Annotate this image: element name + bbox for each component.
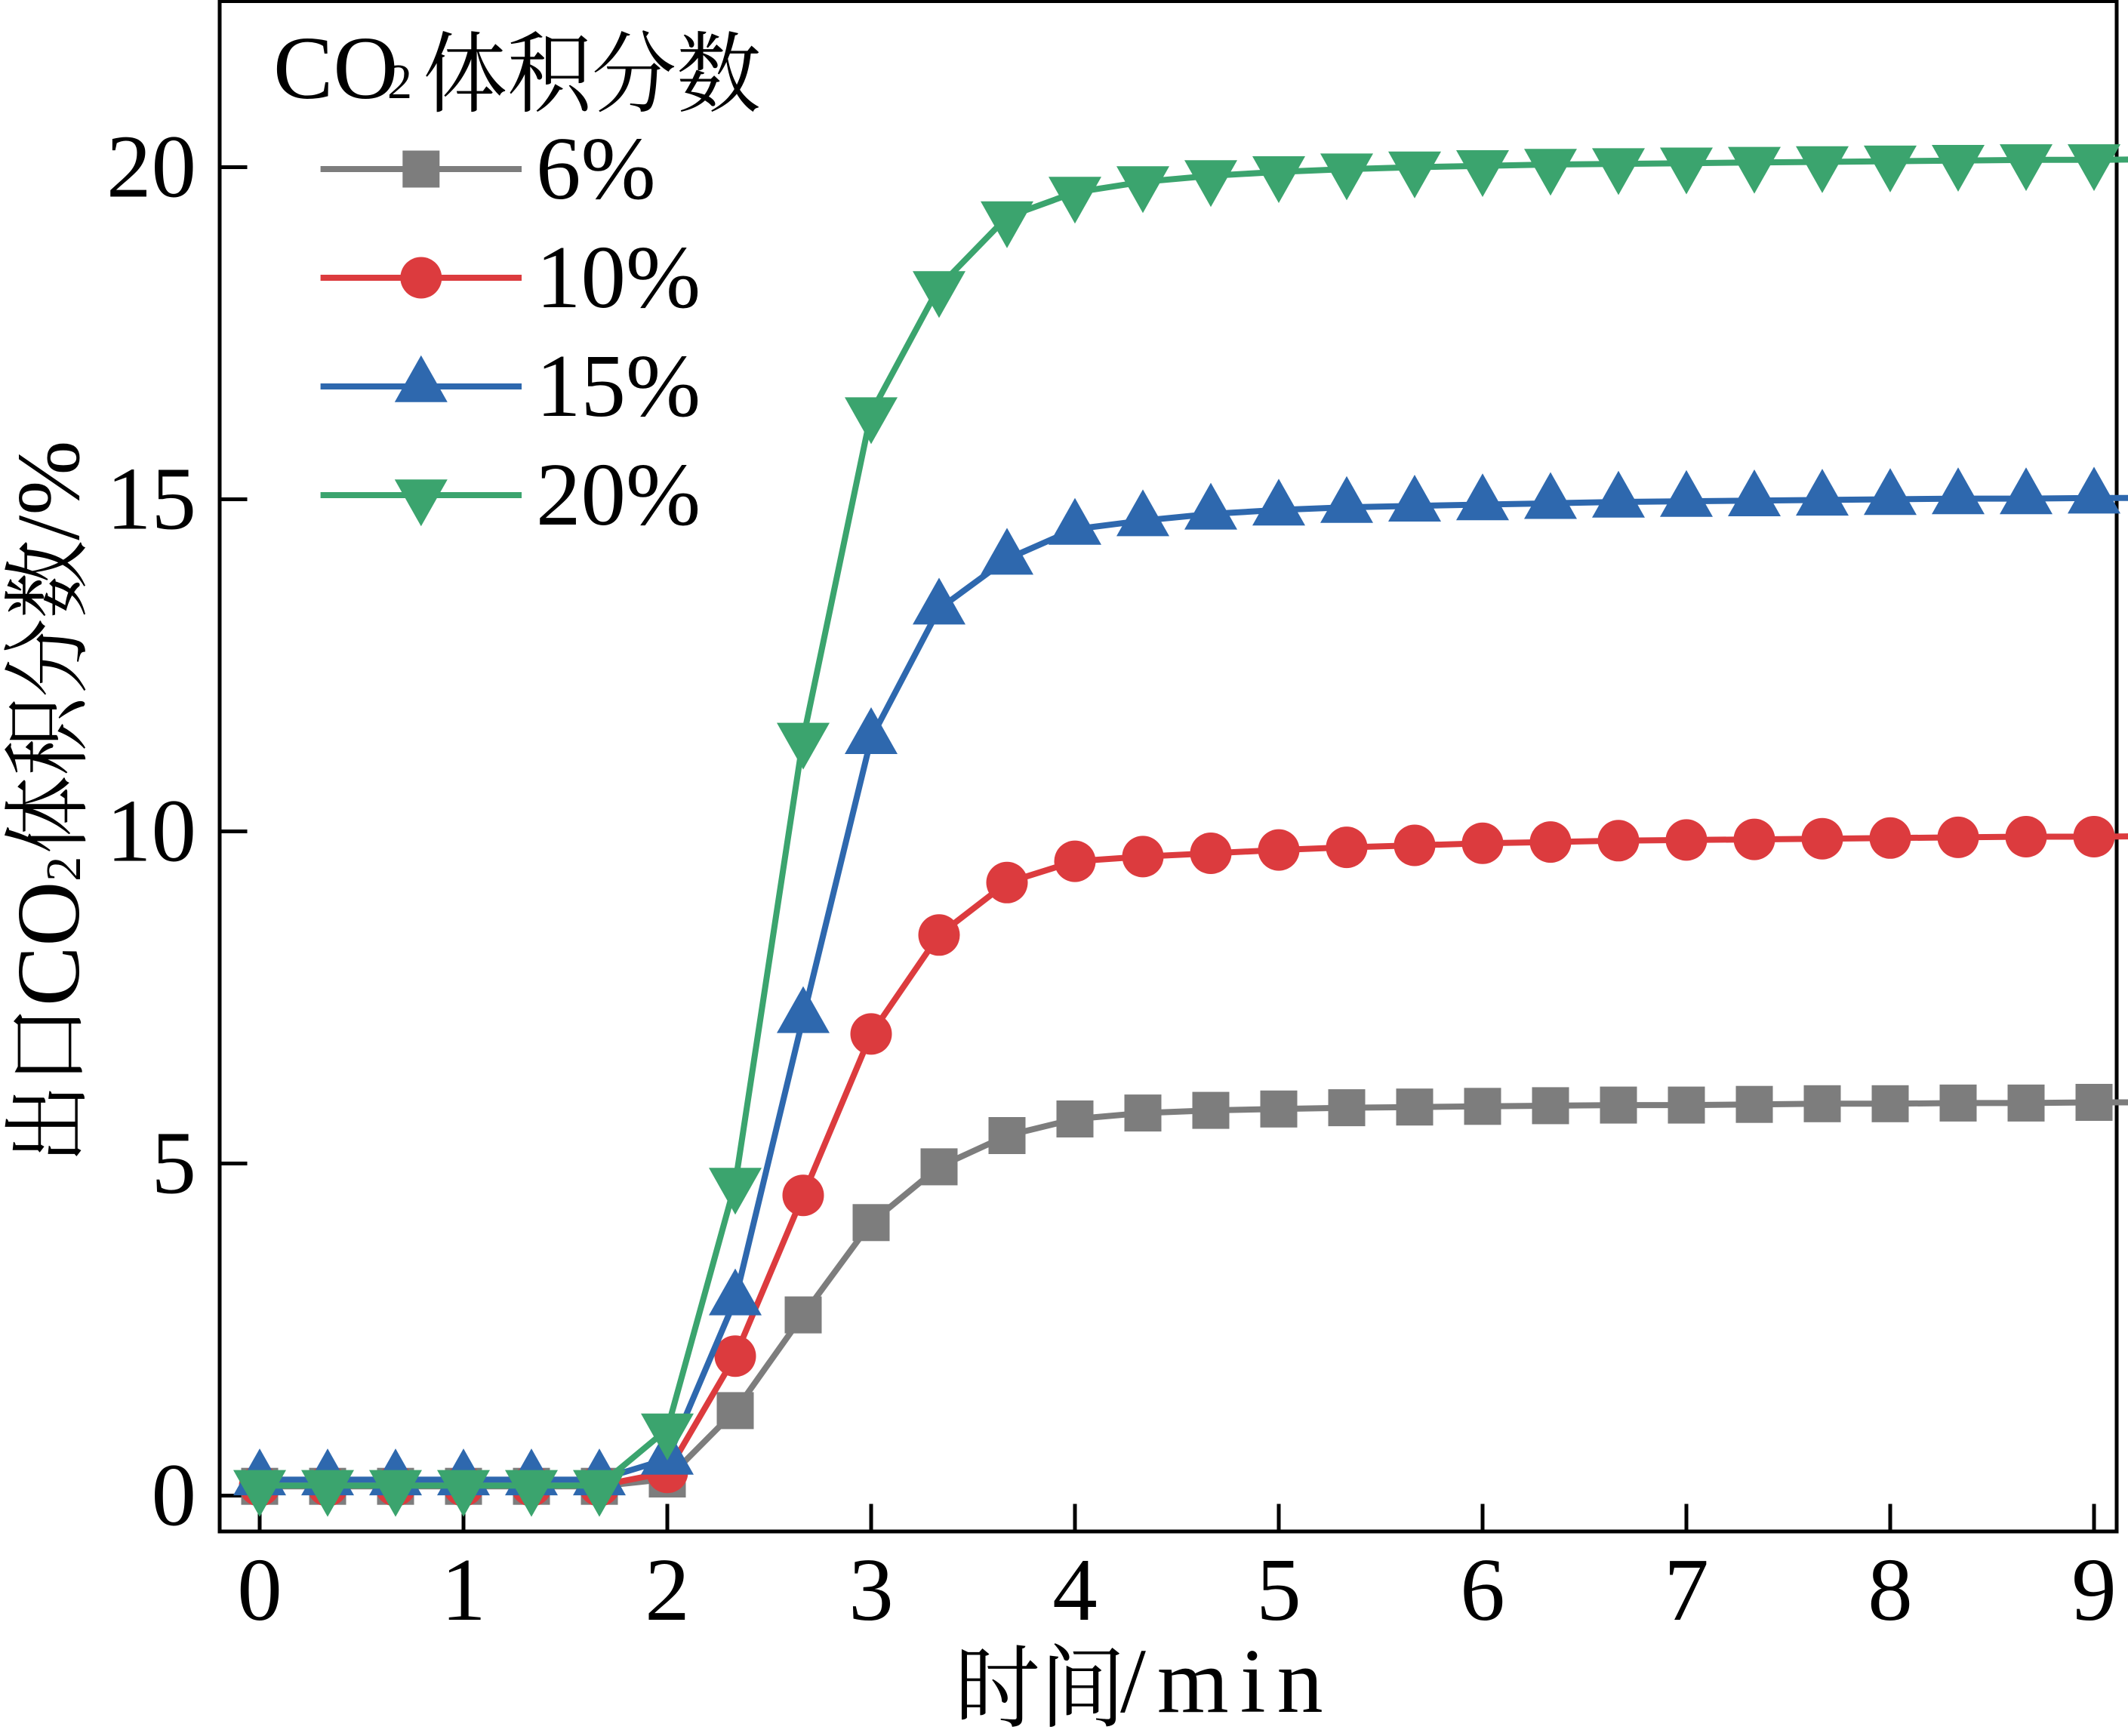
- svg-text:20%: 20%: [536, 445, 701, 544]
- svg-text:4: 4: [1052, 1540, 1098, 1639]
- svg-text:CO: CO: [273, 18, 398, 118]
- svg-text:5: 5: [1256, 1540, 1301, 1639]
- svg-text:6: 6: [1460, 1540, 1505, 1639]
- svg-text:10: 10: [106, 781, 196, 881]
- svg-text:3: 3: [848, 1540, 894, 1639]
- svg-text:6%: 6%: [536, 119, 656, 218]
- svg-text:0: 0: [152, 1445, 197, 1545]
- svg-text:/min: /min: [1120, 1630, 1335, 1732]
- svg-text:9: 9: [2071, 1540, 2117, 1639]
- svg-text:15: 15: [106, 449, 196, 549]
- svg-text:0: 0: [237, 1540, 282, 1639]
- svg-text:7: 7: [1664, 1540, 1709, 1639]
- svg-text:10%: 10%: [536, 227, 701, 327]
- svg-text:5: 5: [152, 1113, 197, 1213]
- svg-text:2: 2: [36, 857, 91, 882]
- svg-text:1: 1: [441, 1540, 486, 1639]
- svg-text:15%: 15%: [536, 336, 701, 436]
- svg-text:2: 2: [387, 54, 412, 109]
- svg-text:/%: /%: [0, 440, 98, 540]
- svg-text:8: 8: [1868, 1540, 1913, 1639]
- svg-text:20: 20: [106, 117, 196, 217]
- svg-text:2: 2: [645, 1540, 690, 1639]
- svg-text:CO: CO: [0, 882, 98, 1006]
